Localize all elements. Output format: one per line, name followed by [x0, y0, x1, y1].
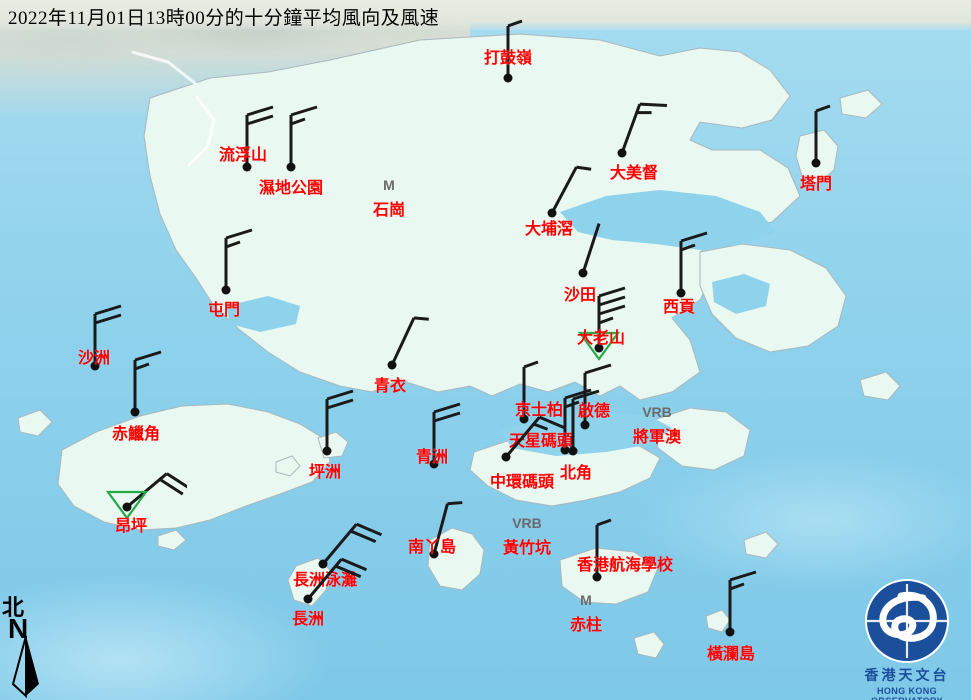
compass-needle-icon [11, 636, 39, 698]
station-point-marker [322, 446, 332, 456]
compass-rose: 北 N [2, 590, 72, 698]
wind-barb-icon [432, 501, 463, 555]
wind-barb-icon [571, 389, 600, 451]
wind-barb-icon [133, 350, 162, 412]
station-name-label: 南丫島 [407, 539, 457, 556]
wind-barb-icon [289, 105, 318, 167]
station-point-marker [242, 162, 252, 172]
station-name-label: 濕地公園 [258, 180, 324, 197]
station-point-marker [811, 158, 821, 168]
station-name-label: 天星碼頭 [508, 433, 574, 450]
station-point-marker [676, 288, 686, 298]
station-point-marker [303, 594, 313, 604]
wind-barb-icon [595, 518, 612, 577]
station-name-label: 長洲 [291, 611, 325, 628]
station-name-label: 青衣 [373, 378, 407, 395]
station-point-marker [547, 208, 557, 218]
station-name-label: 赤鱲角 [111, 426, 161, 443]
station-name-label: 打鼓嶺 [483, 50, 533, 67]
station-name-label: 黃竹坑 [502, 540, 552, 557]
wind-barb-icon [126, 472, 187, 509]
wind-barb-icon [432, 402, 461, 464]
station-name-label: 大埔滘 [524, 221, 574, 238]
station-point-marker [429, 459, 439, 469]
station-point-marker [725, 627, 735, 637]
station-missing-data-flag: M [580, 592, 592, 608]
wind-barb-icon [321, 522, 383, 565]
station-name-label: 石崗 [372, 202, 406, 219]
station-point-marker [90, 361, 100, 371]
hko-emblem-icon [865, 579, 949, 663]
wind-barb-icon [504, 415, 566, 458]
station-name-label: 西貢 [662, 299, 696, 316]
station-name-label: 赤柱 [569, 617, 603, 634]
station-name-label: 香港航海學校 [576, 557, 674, 574]
station-point-marker [617, 148, 627, 158]
station-point-marker [578, 268, 588, 278]
station-name-label: 青洲 [415, 449, 449, 466]
station-name-label: 沙田 [563, 287, 597, 304]
wind-barb-icon [550, 165, 592, 214]
station-name-label: 北角 [559, 465, 593, 482]
station-point-marker [286, 162, 296, 172]
station-point-marker [318, 559, 328, 569]
station-name-label: 屯門 [207, 302, 241, 319]
station-point-marker [503, 73, 513, 83]
highland-station-marker-icon [105, 490, 149, 520]
wind-barb-icon [506, 19, 523, 78]
station-name-label: 大美督 [609, 165, 659, 182]
station-name-label: 京士柏 [514, 402, 564, 419]
hko-logo: 香港天文台 HONG KONG OBSERVATORY [846, 578, 968, 700]
station-name-label: 大老山 [576, 330, 626, 347]
station-point-marker [568, 446, 578, 456]
wind-barb-icon [679, 231, 708, 293]
station-point-marker [221, 285, 231, 295]
station-name-label: 坪洲 [308, 464, 342, 481]
station-name-label: 啟德 [577, 403, 611, 420]
wind-barb-icon [814, 104, 831, 163]
station-variable-wind-flag: VRB [642, 404, 672, 420]
station-name-label: 流浮山 [218, 147, 268, 164]
station-point-marker [592, 572, 602, 582]
station-name-label: 將軍澳 [632, 429, 682, 446]
station-point-marker [130, 407, 140, 417]
page-title: 2022年11月01日13時00分的十分鐘平均風向及風速 [8, 8, 440, 29]
wind-barb-icon [325, 389, 354, 451]
wind-barb-icon [245, 105, 274, 167]
wind-barb-icon [620, 102, 668, 154]
station-point-marker [501, 452, 511, 462]
station-point-marker [429, 549, 439, 559]
station-point-marker [560, 445, 570, 455]
wind-barb-icon [306, 557, 368, 600]
wind-barb-icon [597, 286, 626, 348]
station-name-label: 塔門 [799, 176, 833, 193]
station-name-label: 中環碼頭 [489, 474, 555, 491]
wind-barb-icon [728, 570, 757, 632]
compass-north-letter: N [8, 613, 29, 644]
hko-logo-english: HONG KONG OBSERVATORY [871, 686, 943, 700]
wind-barb-icon [224, 228, 253, 290]
station-point-marker [387, 360, 397, 370]
highland-station-marker-icon [577, 331, 621, 361]
wind-barb-icon [390, 316, 429, 366]
wind-barb-icon [583, 363, 612, 425]
station-point-marker [519, 414, 529, 424]
station-name-label: 沙洲 [77, 350, 111, 367]
wind-barb-icon [522, 360, 539, 419]
station-name-label: 橫瀾島 [706, 646, 756, 663]
wind-barb-icon [581, 223, 601, 274]
station-variable-wind-flag: VRB [512, 515, 542, 531]
station-point-marker [122, 502, 132, 512]
hko-logo-chinese: 香港天文台 [864, 669, 950, 684]
station-point-marker [594, 343, 604, 353]
station-missing-data-flag: M [383, 177, 395, 193]
wind-barb-icon [93, 304, 122, 366]
station-point-marker [580, 420, 590, 430]
compass-north-chinese: 北 [2, 595, 25, 620]
station-name-label: 昂坪 [114, 518, 148, 535]
title-band [0, 0, 971, 30]
